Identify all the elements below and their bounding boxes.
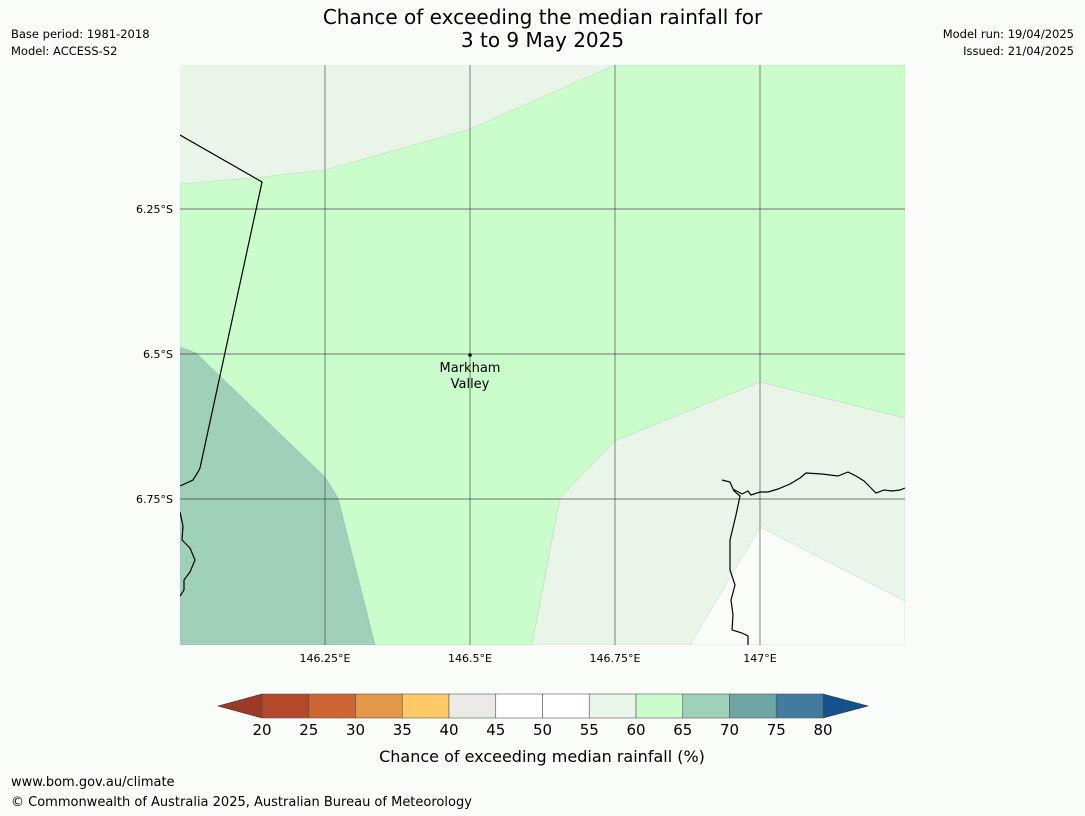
base-period-text: Base period: 1981-2018 (11, 27, 150, 41)
issued-text: Issued: 21/04/2025 (963, 44, 1074, 58)
colorbar-tick-label: 70 (720, 721, 739, 739)
colorbar-tick-label: 80 (813, 721, 832, 739)
colorbar-swatch (775, 693, 824, 719)
colorbar-swatch (682, 693, 730, 719)
coastline-east (721, 471, 905, 496)
colorbar-swatch (542, 693, 590, 719)
lon-tick-146-5: 146.5°E (448, 652, 492, 665)
colorbar-tick-label: 60 (626, 721, 645, 739)
colorbar-swatch (261, 693, 310, 719)
colorbar-swatch (588, 693, 637, 719)
lon-tick-146-25: 146.25°E (300, 652, 351, 665)
graticule (180, 65, 905, 645)
colorbar-label: Chance of exceeding median rainfall (%) (379, 747, 705, 766)
colorbar-tick-label: 75 (767, 721, 786, 739)
colorbar-tick-label: 25 (299, 721, 318, 739)
footer-url[interactable]: www.bom.gov.au/climate (11, 775, 175, 790)
place-label-line-2: Valley (451, 377, 490, 392)
colorbar-tick-label: 45 (486, 721, 505, 739)
colorbar-swatches (261, 693, 824, 719)
colorbar-tick-label: 50 (533, 721, 552, 739)
colorbar-tick-label: 55 (580, 721, 599, 739)
colorbar-swatch (635, 693, 684, 719)
lat-tick-labels: 6.25°S 6.5°S 6.75°S (136, 203, 173, 506)
model-text: Model: ACCESS-S2 (11, 44, 118, 58)
footer-copyright: © Commonwealth of Australia 2025, Austra… (11, 795, 472, 810)
colorbar-ticks: 20 25 30 35 40 45 50 55 60 65 70 75 80 (252, 721, 832, 739)
place-marker (468, 353, 472, 357)
province-boundary (180, 134, 263, 487)
map-panel (180, 65, 905, 645)
lon-tick-labels: 146.25°E 146.5°E 146.75°E 147°E (300, 652, 777, 665)
coastline-west (180, 511, 196, 597)
colorbar: 20 25 30 35 40 45 50 55 60 65 70 75 80 Chance of exc… (216, 693, 870, 766)
colorbar-swatch (448, 693, 497, 719)
colorbar-swatch (495, 693, 543, 719)
colorbar-swatch (401, 693, 450, 719)
colorbar-under-arrow (216, 693, 263, 719)
colorbar-tick-label: 30 (346, 721, 365, 739)
river (729, 489, 749, 645)
region-65-70 (180, 346, 376, 645)
metadata-left: Base period: 1981-2018 Model: ACCESS-S2 (11, 26, 150, 60)
lat-tick-6-75: 6.75°S (136, 493, 173, 506)
model-run-text: Model run: 19/04/2025 (942, 27, 1074, 41)
colorbar-swatch (355, 693, 403, 719)
lon-tick-146-75: 146.75°E (590, 652, 641, 665)
boundaries (180, 134, 905, 645)
lat-tick-6-25: 6.25°S (136, 203, 173, 216)
colorbar-tick-label: 35 (393, 721, 412, 739)
chart-title: Chance of exceeding the median rainfall … (0, 6, 1085, 52)
colorbar-over-arrow (822, 693, 870, 719)
title-line-2: 3 to 9 May 2025 (460, 28, 625, 52)
place-label-line-1: Markham (440, 361, 501, 376)
colorbar-tick-label: 40 (439, 721, 458, 739)
metadata-right: Model run: 19/04/2025 Issued: 21/04/2025 (943, 26, 1074, 60)
lon-tick-147: 147°E (743, 652, 776, 665)
title-line-1: Chance of exceeding the median rainfall … (322, 5, 763, 29)
colorbar-swatch (729, 693, 777, 719)
region-50-55-southeast (689, 526, 905, 645)
colorbar-swatch (308, 693, 356, 719)
colorbar-tick-label: 65 (673, 721, 692, 739)
colorbar-tick-label: 20 (252, 721, 271, 739)
lat-tick-6-5: 6.5°S (143, 348, 173, 361)
